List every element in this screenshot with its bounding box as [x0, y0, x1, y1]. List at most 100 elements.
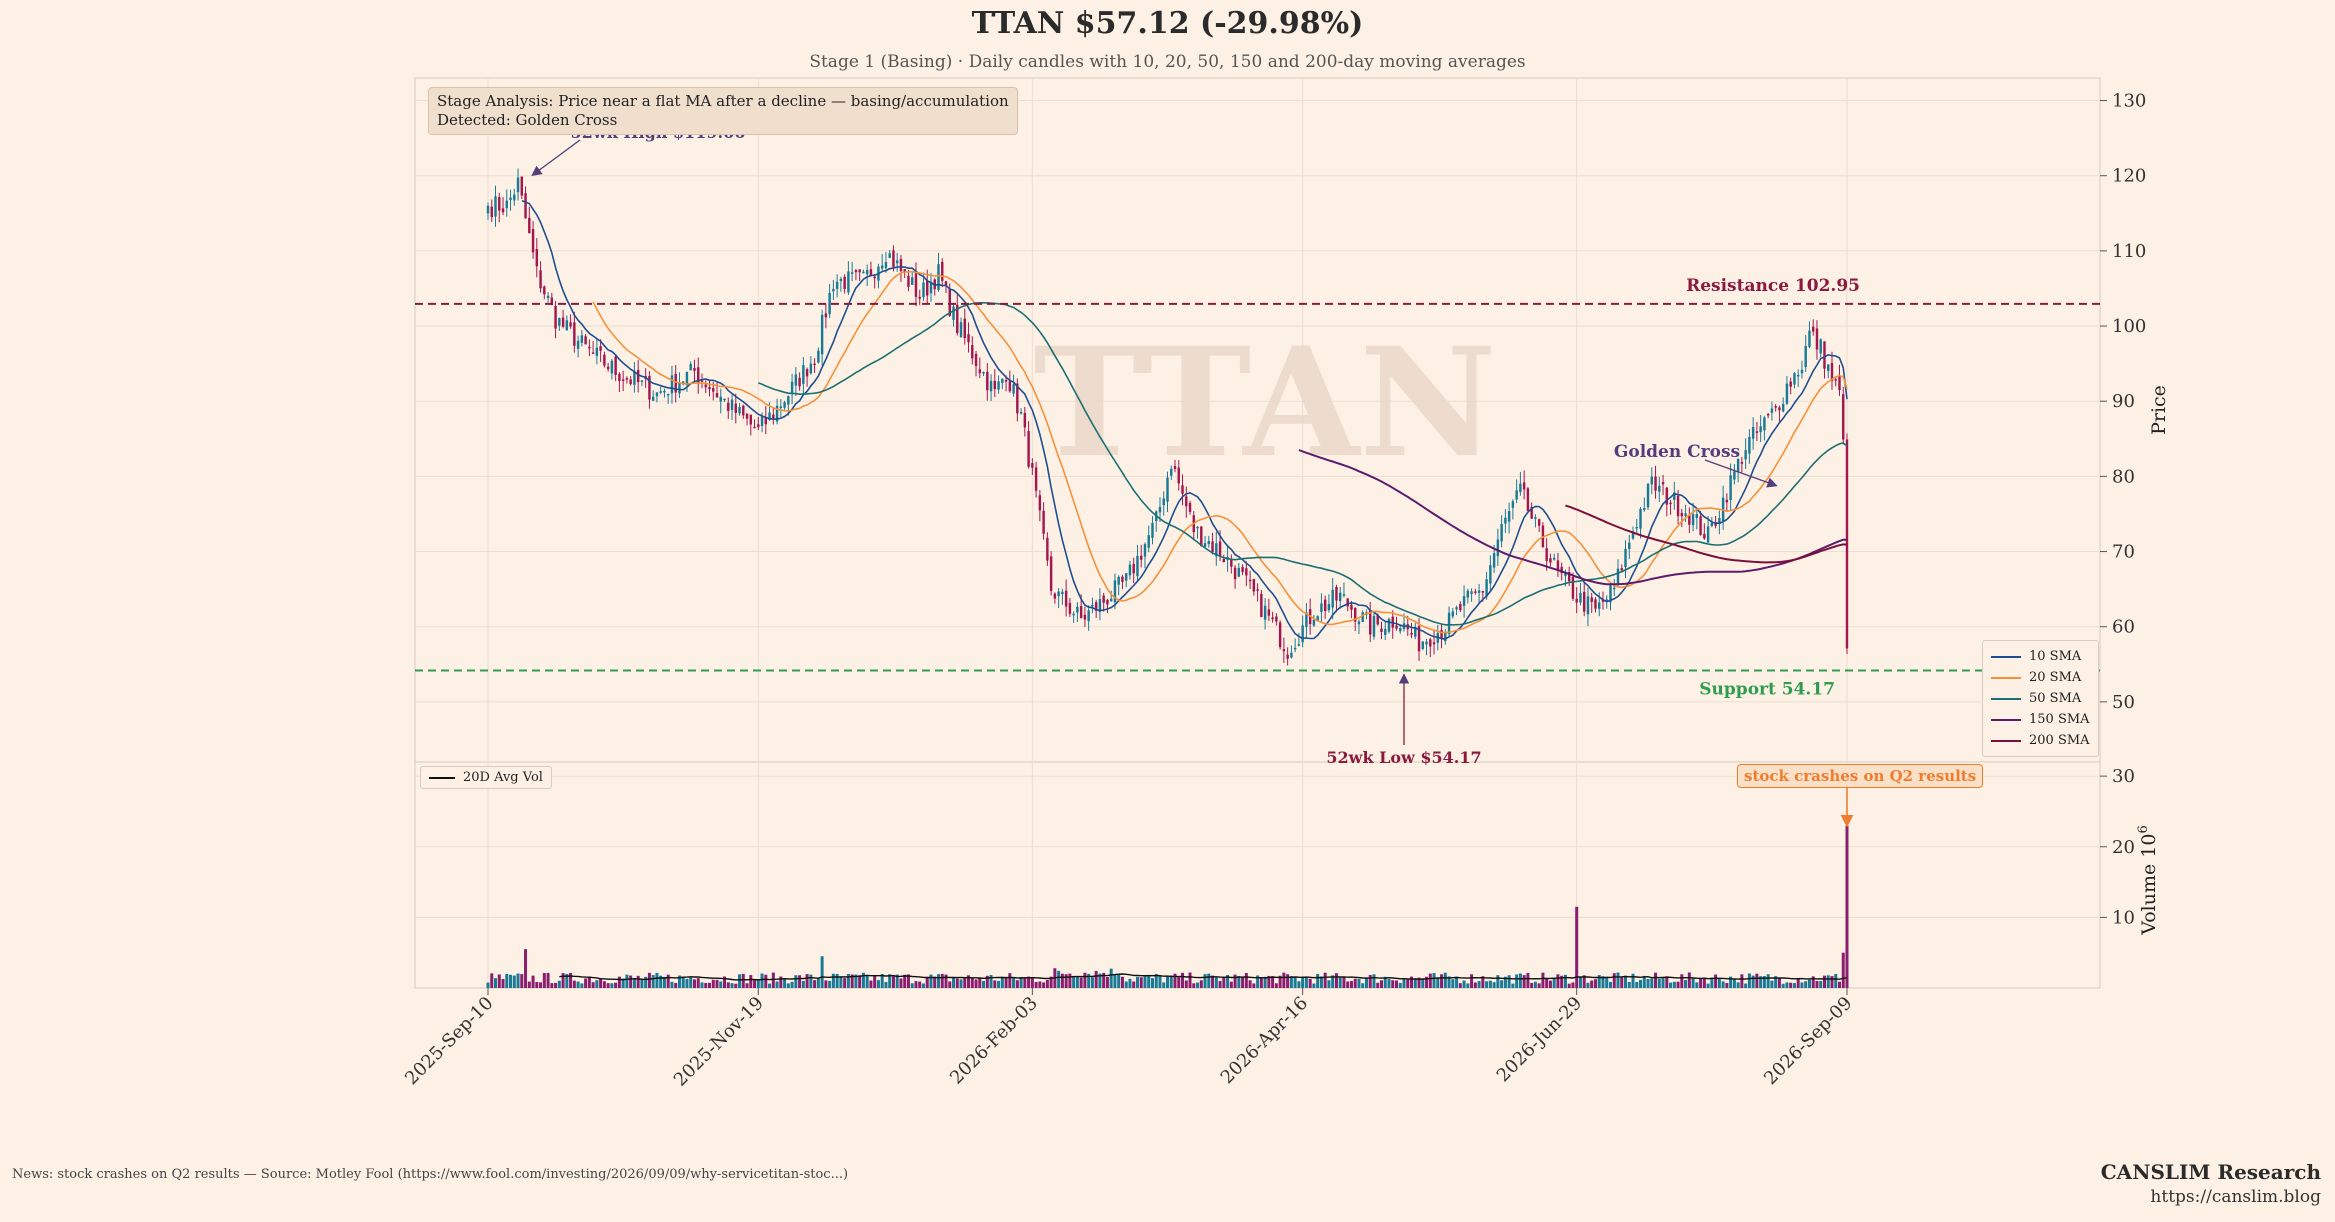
candle-body	[1654, 476, 1657, 491]
candle-body	[1016, 383, 1019, 414]
volume-bar	[1672, 981, 1676, 988]
candle-body	[1485, 579, 1488, 597]
volume-bar	[1774, 976, 1778, 988]
volume-bar	[1143, 975, 1147, 988]
volume-bar	[753, 980, 757, 988]
volume-bar	[1289, 976, 1293, 988]
candle-body	[1046, 537, 1049, 561]
candle-body	[760, 416, 764, 426]
volume-bar	[1515, 974, 1519, 988]
candle-body	[1019, 412, 1023, 414]
volume-bar	[1695, 982, 1699, 988]
volume-bar	[1105, 976, 1109, 988]
candle-body	[1507, 510, 1511, 522]
candle-body	[539, 270, 542, 289]
volume-bar	[1192, 983, 1196, 988]
volume-bar	[1207, 973, 1211, 988]
volume-bar	[1770, 980, 1774, 988]
x-tick-label: 2026-Apr-16	[1217, 993, 1312, 1088]
volume-bar	[527, 981, 531, 988]
volume-bar	[651, 975, 655, 988]
candle-body	[1140, 555, 1143, 560]
candle-body	[1447, 612, 1451, 635]
candle-body	[805, 369, 809, 377]
candle-body	[1815, 328, 1819, 350]
candle-body	[1571, 577, 1575, 599]
volume-tick-label: 20	[2112, 837, 2135, 858]
candle-body	[1534, 517, 1537, 519]
chart-title: TTAN $57.12 (-29.98%)	[971, 6, 1364, 41]
volume-bar	[1455, 976, 1459, 988]
volume-bar	[1500, 980, 1504, 988]
volume-bar	[1466, 983, 1470, 988]
volume-bar	[1282, 972, 1286, 988]
candle-body	[1515, 490, 1518, 500]
candle-body	[1196, 526, 1199, 529]
candle-body	[941, 261, 944, 281]
volume-bar	[1578, 976, 1582, 988]
candle-body	[498, 197, 501, 211]
x-tick-label: 2025-Sep-10	[401, 993, 497, 1089]
candle-body	[1834, 379, 1837, 381]
volume-bar	[967, 975, 971, 988]
candle-body	[1023, 412, 1027, 428]
candle-body	[1609, 585, 1612, 603]
candle-body	[1207, 540, 1211, 545]
candle-body	[1200, 526, 1203, 547]
candle-body	[1350, 604, 1353, 610]
candle-body	[1796, 374, 1800, 377]
volume-bar	[1702, 978, 1706, 988]
candle-body	[516, 177, 520, 193]
candle-body	[1519, 483, 1522, 492]
volume-bar	[809, 974, 813, 988]
volume-bar	[1038, 981, 1042, 988]
candle-body	[723, 398, 726, 401]
candle-body	[1001, 378, 1004, 384]
volume-bar	[1346, 981, 1350, 988]
candle-body	[1793, 373, 1796, 385]
candle-body	[1064, 590, 1068, 607]
volume-bar	[1334, 973, 1338, 988]
volume-bar	[910, 983, 914, 988]
candle-body	[588, 346, 591, 349]
candle-body	[858, 269, 861, 273]
candle-body	[554, 305, 557, 329]
brand-name: CANSLIM Research	[2100, 1160, 2321, 1184]
volume-bar	[936, 974, 940, 988]
volume-bar	[670, 981, 674, 988]
candles	[486, 168, 1849, 666]
volume-bar	[775, 981, 779, 988]
volume-bar	[1241, 977, 1245, 988]
volume-bar	[1094, 970, 1098, 988]
volume-bar	[1233, 974, 1237, 988]
candle-body	[997, 381, 1000, 390]
candle-body	[1748, 436, 1751, 454]
candle-body	[1763, 417, 1766, 431]
volume-bar	[1785, 982, 1789, 988]
volume-bar	[944, 974, 948, 988]
candle-body	[993, 380, 997, 390]
volume-bar	[1319, 976, 1323, 988]
low-label: 52wk Low $54.17	[1326, 748, 1481, 767]
candle-body	[847, 271, 850, 293]
candle-body	[1770, 408, 1774, 413]
volume-bar	[501, 978, 505, 988]
candle-body	[1087, 610, 1090, 622]
volume-bar	[512, 975, 516, 988]
candle-body	[922, 282, 925, 298]
candle-body	[1781, 403, 1785, 412]
candle-body	[1233, 567, 1237, 580]
candle-body	[621, 379, 625, 381]
volume-bar	[1736, 982, 1740, 988]
volume-bar	[1087, 973, 1091, 988]
volume-bar	[1083, 972, 1087, 988]
candle-body	[636, 369, 640, 383]
candle-body	[820, 314, 824, 355]
candle-body	[1417, 626, 1421, 652]
volume-bar	[572, 980, 576, 988]
volume-bar	[835, 973, 839, 988]
candle-body	[1278, 622, 1282, 648]
volume-bar	[948, 981, 952, 988]
volume-bar	[1815, 980, 1819, 988]
volume-bar	[1830, 976, 1834, 988]
